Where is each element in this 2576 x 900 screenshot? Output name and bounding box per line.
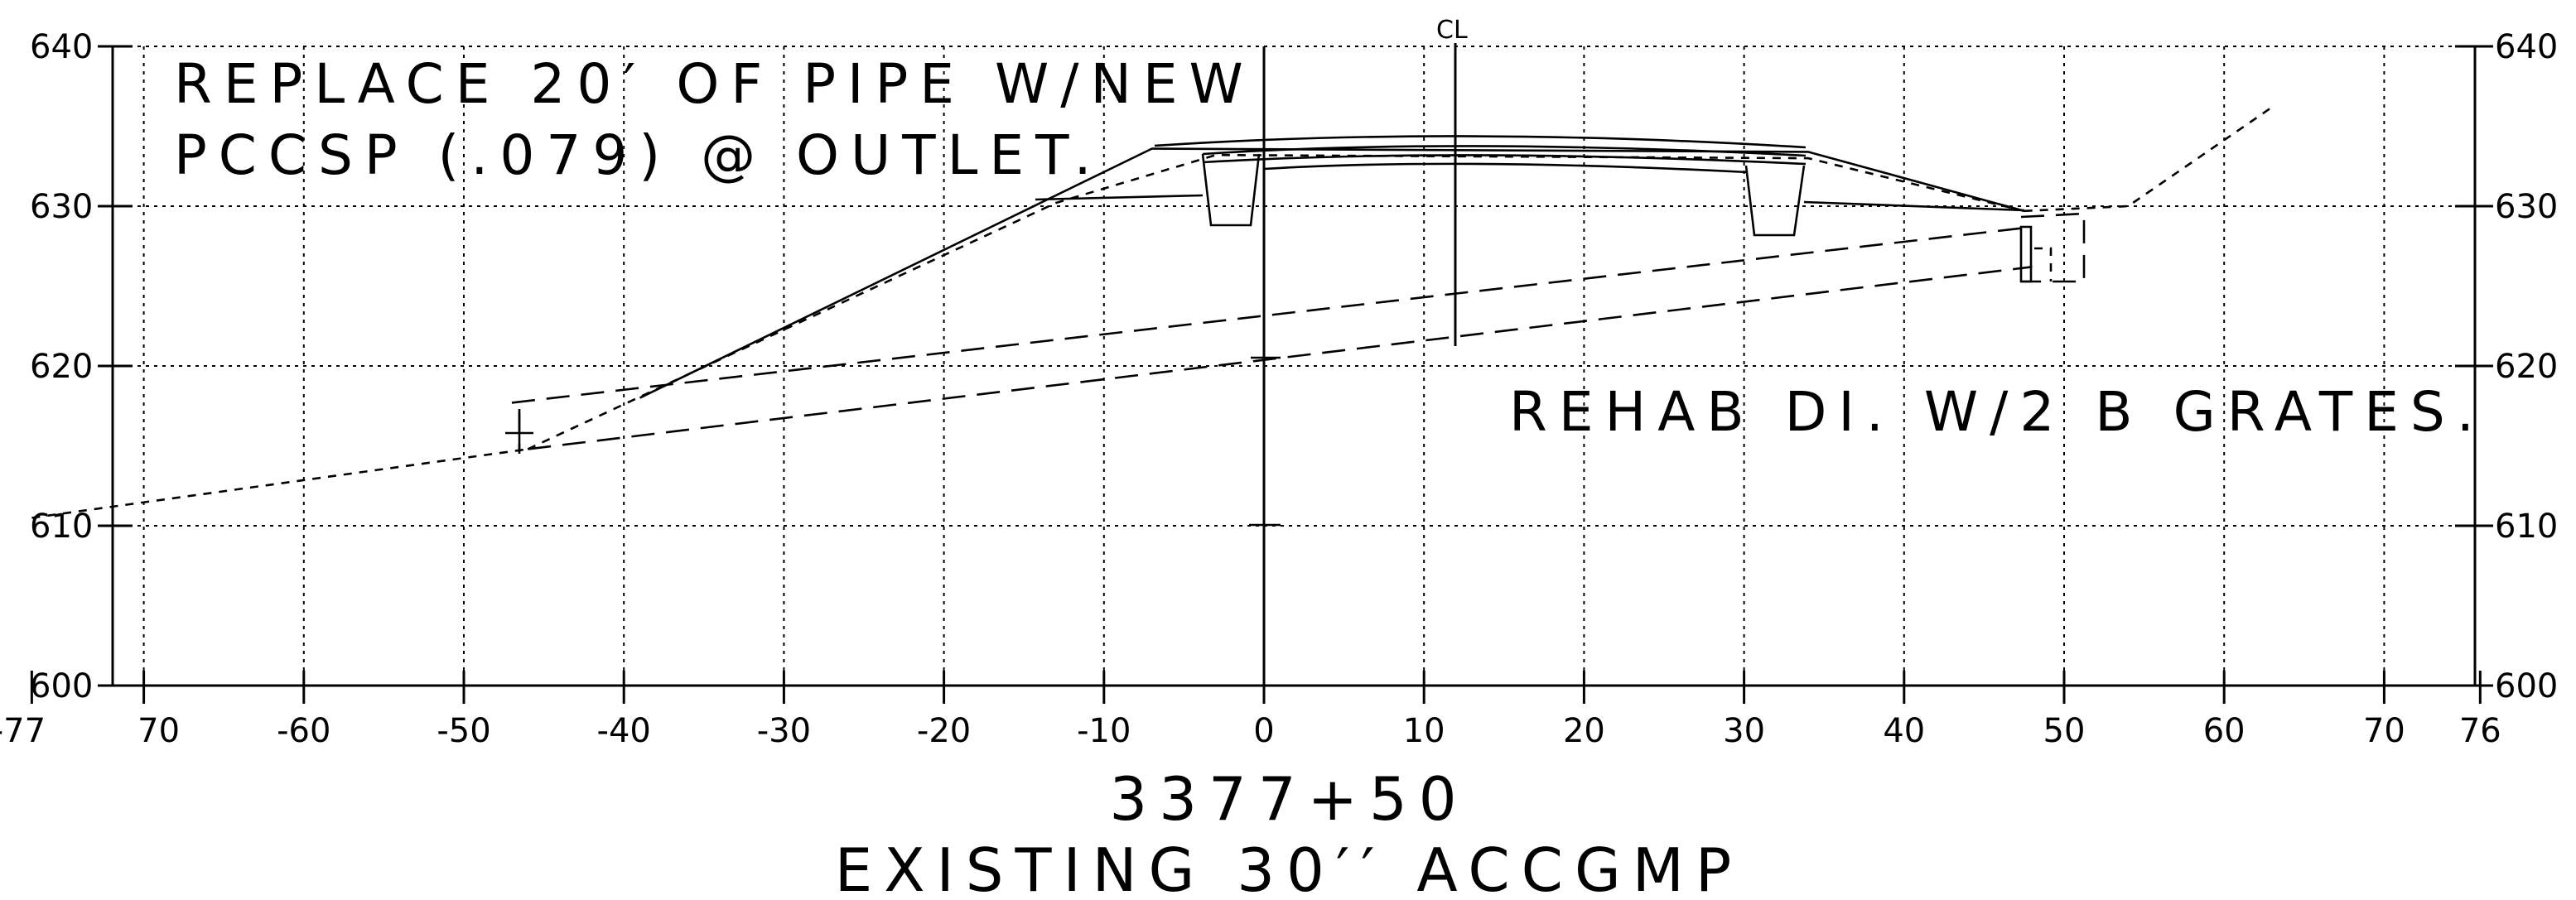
profile-line-1	[639, 147, 2025, 399]
x-tick-label: 70	[137, 712, 180, 750]
x-tick-label: 50	[2043, 712, 2086, 750]
x-tick-labels: -77 70 -60 -50 -40 -30 -20 -10 0 10 20 30 40 50 60 70 76	[0, 671, 2501, 750]
pipe-description: EXISTING 30′′ ACCGMP	[835, 835, 1744, 900]
y-tick-label-left: 640	[30, 28, 93, 66]
x-tick-label: -50	[437, 712, 490, 750]
curb-right	[1744, 165, 1806, 237]
roadway-structure	[1035, 135, 2025, 527]
profile-line-3	[31, 448, 528, 519]
curb-left	[1201, 153, 1261, 227]
x-tick-label: -10	[1077, 712, 1131, 750]
station-label: 3377+50	[1109, 764, 1468, 834]
road-layer-1	[1202, 145, 1807, 157]
y-tick-label-right: 610	[2495, 508, 2558, 546]
x-tick-label: 20	[1563, 712, 1605, 750]
y-tick-label-left: 630	[30, 188, 93, 226]
subbase-right	[1803, 200, 2025, 212]
y-tick-labels-left: 640 630 620 610 600	[30, 28, 133, 705]
x-tick-label: -30	[757, 712, 811, 750]
x-tick-label: -20	[917, 712, 971, 750]
y-tick-label-right: 640	[2495, 28, 2558, 66]
y-tick-label-right: 600	[2495, 667, 2558, 705]
centerline-label: CL	[1436, 16, 1468, 45]
x-tick-label: -40	[597, 712, 651, 750]
road-layer-3	[1263, 162, 1749, 174]
grid	[113, 46, 2475, 686]
x-tick-label: -60	[277, 712, 330, 750]
drop-inlet-grate-1	[2019, 225, 2033, 283]
y-tick-labels-right: 640 630 620 610 600	[2455, 28, 2558, 705]
drop-inlet-grate-2	[2034, 247, 2053, 282]
road-layer-2	[1202, 154, 1807, 166]
x-tick-label: -77	[0, 712, 46, 750]
x-tick-label: 60	[2203, 712, 2246, 750]
x-tick-label: 70	[2363, 712, 2405, 750]
x-tick-label: 0	[1253, 712, 1274, 750]
profile-line-4	[2024, 106, 2273, 213]
y-tick-label-right: 620	[2495, 348, 2558, 386]
x-tick-label: 30	[1723, 712, 1765, 750]
note-rehab-inlet: REHAB DI. W/2 B GRATES.	[1509, 380, 2486, 444]
y-tick-label-left: 610	[30, 508, 93, 546]
x-tick-label: 40	[1883, 712, 1925, 750]
profile-line-5	[511, 225, 2033, 404]
y-tick-label-left: 600	[30, 667, 93, 705]
y-tick-label-right: 630	[2495, 188, 2558, 226]
note-replace-pipe-line1: REPLACE 20′ OF PIPE W/NEW	[174, 52, 1255, 116]
profile-line-6	[528, 266, 2033, 450]
x-tick-label: 76	[2459, 712, 2501, 750]
road-surface-top	[1154, 135, 1807, 149]
pipe-end-structures	[505, 212, 2086, 454]
x-tick-label: 10	[1403, 712, 1445, 750]
y-tick-label-left: 620	[30, 348, 93, 386]
profile-lines	[31, 106, 2273, 519]
note-replace-pipe-line2: PCCSP (.079) @ OUTLET.	[174, 123, 1103, 187]
subbase-left	[1035, 194, 1204, 201]
